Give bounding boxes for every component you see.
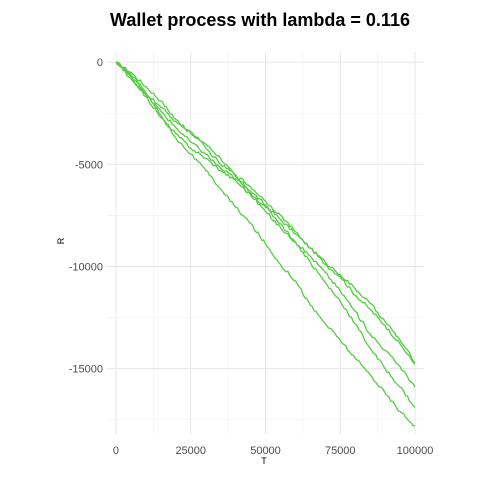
grid [107,52,424,434]
series-line [115,61,416,364]
x-tick-label: 25000 [175,445,206,457]
x-tick-label: 50000 [250,445,281,457]
series-line [115,61,416,408]
y-tick-label: -5000 [75,159,103,171]
series-line [116,61,416,365]
series-group [115,61,416,427]
y-tick-label: -15000 [69,364,103,376]
chart-title: Wallet process with lambda = 0.116 [110,10,410,30]
x-tick-label: 75000 [325,445,356,457]
x-axis-ticks: 0 25000 50000 75000 100000 [113,445,433,457]
y-axis-label: R [56,237,66,244]
x-tick-label: 0 [113,445,119,457]
x-axis-label: T [261,456,267,466]
y-axis-ticks: 0 -5000 -10000 -15000 [69,57,103,375]
x-tick-label: 100000 [397,445,434,457]
series-line [115,61,416,427]
y-tick-label: 0 [97,57,103,69]
y-tick-label: -10000 [69,261,103,273]
